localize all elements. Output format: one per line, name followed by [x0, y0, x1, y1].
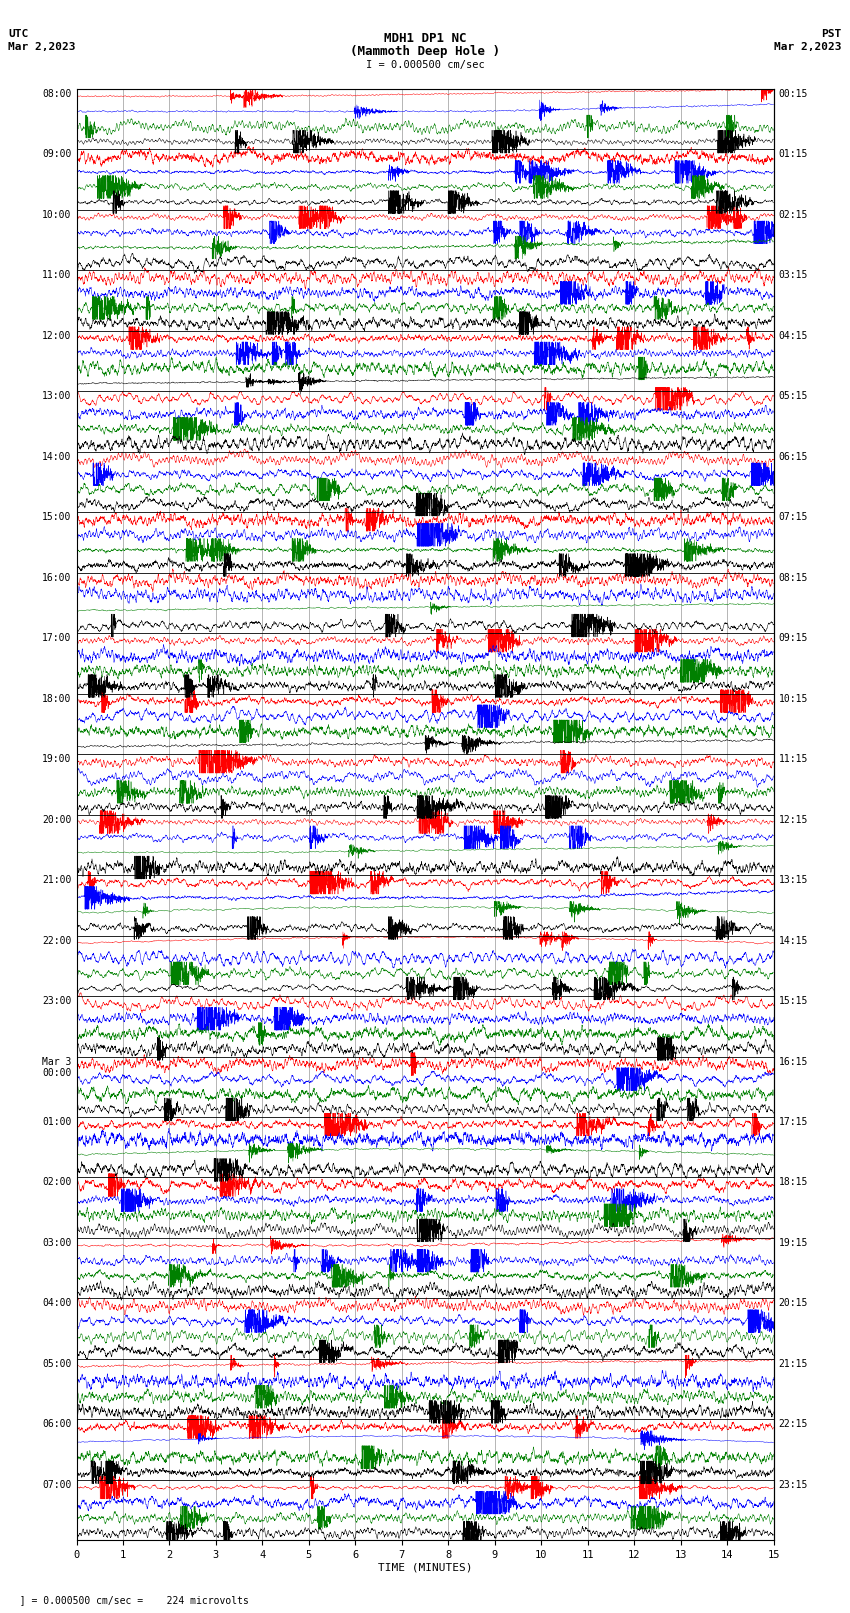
Text: (Mammoth Deep Hole ): (Mammoth Deep Hole ): [350, 45, 500, 58]
Text: MDH1 DP1 NC: MDH1 DP1 NC: [383, 32, 467, 45]
Text: Mar 2,2023: Mar 2,2023: [8, 42, 76, 52]
Text: UTC: UTC: [8, 29, 29, 39]
Text: Mar 2,2023: Mar 2,2023: [774, 42, 842, 52]
Text: PST: PST: [821, 29, 842, 39]
Text: I = 0.000500 cm/sec: I = 0.000500 cm/sec: [366, 60, 484, 69]
Text: ] = 0.000500 cm/sec =    224 microvolts: ] = 0.000500 cm/sec = 224 microvolts: [8, 1595, 249, 1605]
X-axis label: TIME (MINUTES): TIME (MINUTES): [377, 1563, 473, 1573]
